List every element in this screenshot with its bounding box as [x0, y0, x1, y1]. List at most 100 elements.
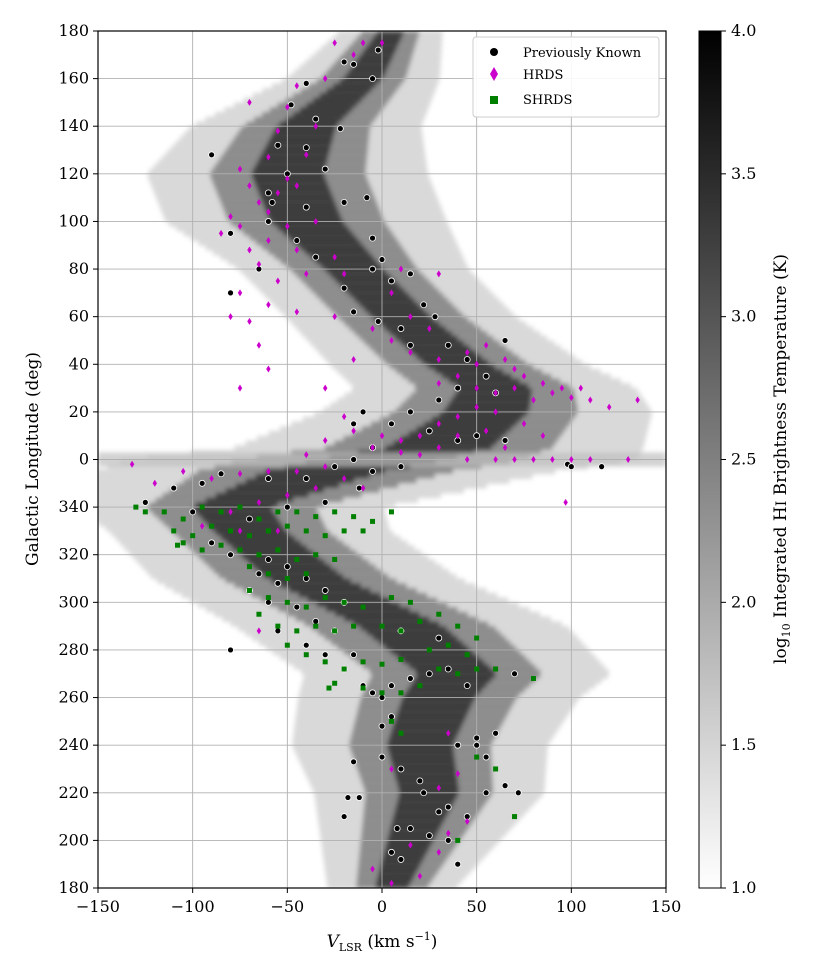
point-previously-known [482, 753, 490, 761]
point-previously-known [406, 675, 414, 682]
heatmap-band-core [263, 573, 344, 580]
point-hrds [266, 365, 271, 373]
heatmap-band-core [384, 326, 446, 332]
heatmap-band-core [245, 478, 355, 484]
point-hrds [436, 848, 441, 856]
heatmap-band-core [353, 621, 440, 627]
point-shrds [190, 533, 196, 539]
point-shrds [161, 509, 167, 515]
point-previously-known [378, 256, 386, 263]
heatmap-band-core [416, 426, 512, 432]
point-previously-known [321, 165, 329, 173]
point-previously-known [501, 437, 509, 444]
point-previously-known [287, 101, 295, 109]
heatmap-band-core [390, 649, 474, 656]
heatmap-band-core [396, 711, 468, 718]
point-previously-known [283, 503, 291, 511]
point-hrds [285, 491, 290, 499]
point-hrds [502, 356, 508, 364]
heatmap-band-core [275, 126, 336, 132]
point-hrds [275, 127, 281, 135]
point-previously-known [454, 860, 462, 868]
x-tick-label: −50 [270, 897, 304, 916]
point-shrds [275, 547, 281, 553]
heatmap-band-core [319, 92, 367, 99]
heatmap-band-core [358, 54, 393, 61]
heatmap-band-core [215, 492, 309, 499]
point-hrds [256, 627, 262, 635]
heatmap-band-core [259, 192, 333, 199]
point-previously-known [302, 79, 310, 87]
point-shrds [455, 623, 461, 629]
y-tick-label: 320 [58, 545, 89, 564]
point-previously-known [374, 46, 382, 54]
x-tick-label: −150 [76, 897, 120, 916]
point-previously-known [431, 313, 439, 321]
legend-label-shrds: SHRDS [523, 93, 572, 108]
heatmap-band-core [376, 878, 412, 884]
heatmap-band-core [373, 316, 434, 322]
heatmap-band-core [221, 535, 295, 541]
y-tick-label: 260 [58, 688, 89, 707]
point-hrds [275, 527, 281, 535]
point-hrds [275, 277, 281, 285]
point-hrds [427, 325, 432, 333]
point-hrds [266, 467, 271, 475]
point-previously-known [350, 758, 358, 766]
data-markers [129, 39, 640, 887]
series-shrds [133, 504, 536, 843]
point-hrds [408, 348, 413, 356]
point-hrds [436, 356, 441, 364]
point-previously-known [406, 408, 414, 416]
point-shrds [445, 642, 451, 648]
point-hrds [332, 253, 337, 261]
point-hrds [607, 403, 612, 411]
heatmap-band-core [398, 788, 459, 794]
heatmap-band-core [395, 716, 466, 722]
point-hrds [304, 451, 309, 459]
point-shrds [303, 571, 309, 577]
point-hrds [455, 770, 460, 778]
heatmap-band-core [387, 835, 435, 841]
heatmap-band-core [393, 768, 457, 775]
point-hrds [550, 389, 555, 397]
heatmap-band-core [395, 773, 457, 779]
heatmap-band-core [263, 202, 337, 208]
heatmap-band-core [339, 78, 381, 84]
point-previously-known [374, 318, 382, 325]
point-shrds [341, 666, 347, 672]
point-hrds [237, 527, 243, 535]
heatmap-band-core [306, 102, 358, 108]
legend-marker-hrds [490, 67, 498, 81]
point-hrds [313, 217, 318, 225]
point-previously-known [336, 125, 344, 133]
legend: Previously Known HRDS SHRDS [472, 36, 660, 118]
point-hrds [493, 408, 498, 416]
point-hrds [199, 522, 205, 530]
point-previously-known [416, 777, 424, 785]
point-shrds [474, 666, 480, 672]
point-hrds [540, 432, 546, 440]
heatmap-band-core [413, 678, 491, 684]
point-previously-known [274, 141, 282, 149]
heatmap-band-core [378, 640, 463, 646]
heatmap-band-core [375, 883, 410, 888]
point-hrds [218, 229, 224, 237]
point-shrds [294, 628, 300, 634]
point-hrds [237, 165, 243, 173]
point-hrds [228, 313, 233, 321]
heatmap-band-core [380, 864, 420, 870]
point-hrds [502, 444, 508, 452]
point-shrds [265, 571, 271, 577]
point-previously-known [208, 151, 216, 159]
point-shrds [303, 652, 309, 658]
point-shrds [398, 690, 404, 696]
heatmap-band-core [386, 840, 433, 846]
heatmap-band-core [215, 530, 289, 537]
heatmap-band-core [397, 783, 459, 789]
point-hrds [512, 456, 517, 463]
heatmap-band-core [259, 154, 329, 161]
heatmap-band-core [280, 583, 361, 589]
heatmap-band-core [448, 378, 520, 384]
